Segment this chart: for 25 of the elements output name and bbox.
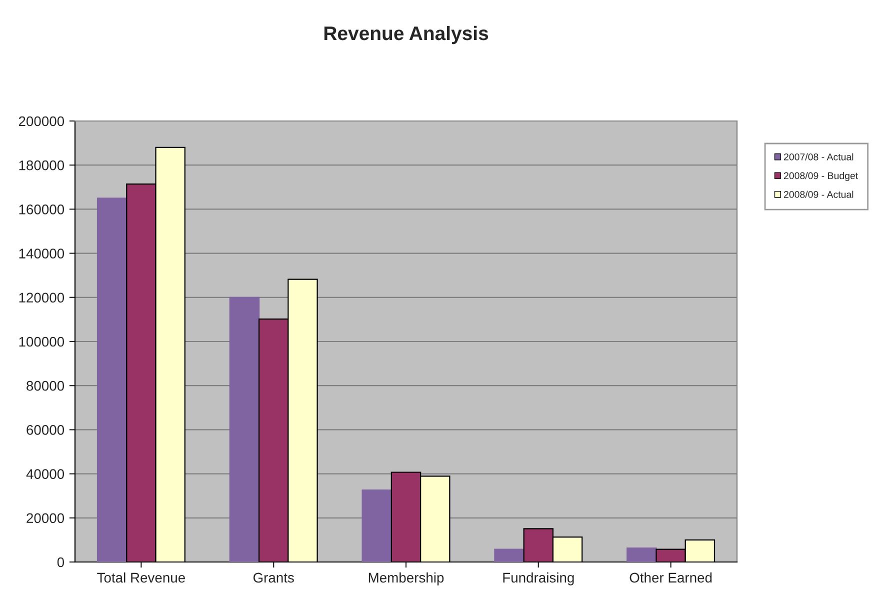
bar bbox=[626, 547, 657, 562]
legend-label: 2008/09 - Actual bbox=[784, 190, 854, 198]
y-tick-label: 120000 bbox=[19, 292, 64, 303]
y-tick-label: 80000 bbox=[26, 380, 64, 391]
bar bbox=[494, 548, 524, 562]
y-tick-label: 20000 bbox=[26, 513, 64, 524]
y-tick-label: 160000 bbox=[19, 204, 64, 214]
bar bbox=[362, 489, 392, 562]
y-tick-label: 140000 bbox=[19, 248, 64, 258]
legend-label: 2007/08 - Actual bbox=[784, 153, 854, 160]
x-tick-label: Grants bbox=[253, 572, 294, 583]
bar bbox=[229, 296, 260, 562]
bar bbox=[96, 198, 128, 562]
y-tick-label: 180000 bbox=[19, 160, 64, 170]
y-tick-label: 100000 bbox=[19, 336, 64, 347]
x-tick-label: Total Revenue bbox=[97, 572, 185, 583]
x-tick-label: Other Earned bbox=[630, 572, 712, 583]
x-tick-label: Membership bbox=[368, 572, 444, 586]
y-tick-label: 200000 bbox=[18, 116, 64, 126]
y-tick-label: 40000 bbox=[26, 469, 64, 479]
legend-label: 2008/09 - Budget bbox=[784, 172, 858, 182]
chart-title: Revenue Analysis bbox=[324, 26, 488, 44]
y-tick-label: 60000 bbox=[26, 425, 64, 435]
y-tick-label: 0 bbox=[57, 557, 64, 568]
x-tick-label: Fundraising bbox=[503, 572, 574, 586]
